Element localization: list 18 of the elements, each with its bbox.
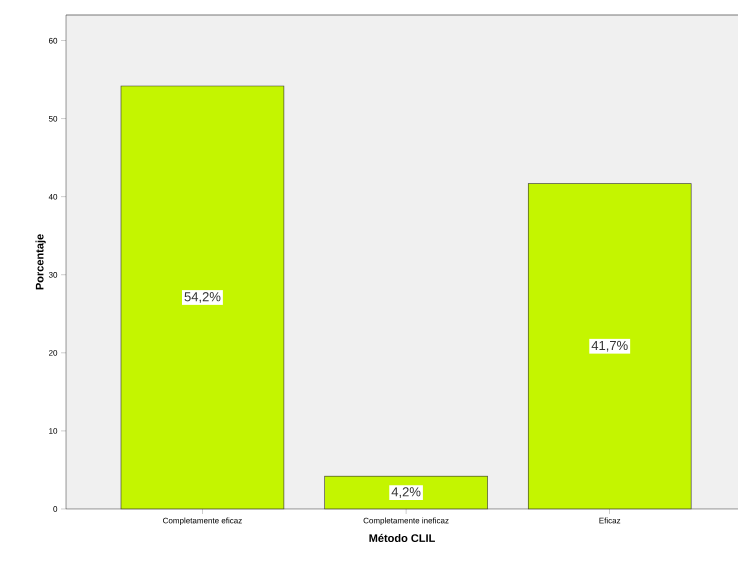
data-label: 4,2% [392,487,420,498]
y-tick-label: 50 [48,116,58,122]
x-tick-label: Completamente eficaz [163,518,242,525]
x-tick-label: Completamente ineficaz [364,518,449,525]
y-tick-label: 20 [48,350,58,356]
y-tick-label: 10 [49,428,58,434]
y-axis-title: Porcentaje [35,234,46,290]
y-tick-label: 60 [48,38,58,44]
x-tick-label: Eficaz [599,518,620,524]
y-tick-label: 40 [48,194,58,200]
bar [528,183,692,510]
bar [324,476,488,510]
data-label: 54,2% [184,292,220,303]
x-axis-title: Método CLIL [369,534,435,542]
y-tick-label: 30 [48,272,58,278]
data-label: 41,7% [592,340,628,352]
bar [120,86,284,510]
y-tick-label: 0 [53,506,58,512]
